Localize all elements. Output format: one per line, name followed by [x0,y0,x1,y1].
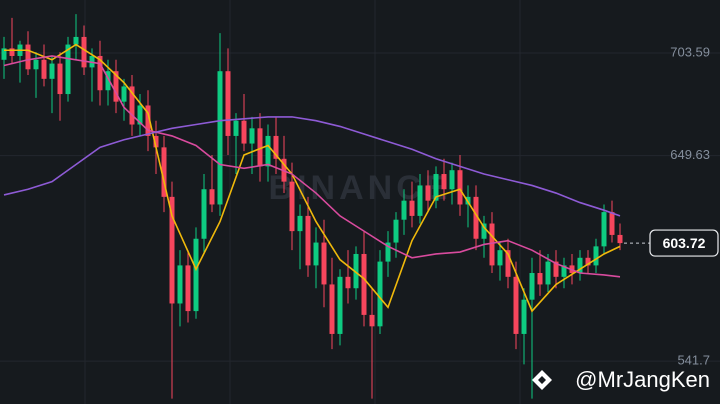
candle-body [377,261,383,327]
y-tick-label: 703.59 [670,44,710,59]
credit-logo [532,370,552,390]
candle-body [457,170,463,205]
candle-body [217,71,223,205]
candle-body [441,174,447,190]
candle-body [329,284,335,334]
candle-body [121,86,127,102]
candle-body [113,71,119,102]
candle-body [433,174,439,201]
candle-body [449,170,455,190]
candle-body [105,71,111,91]
candle-body [265,135,271,167]
candle-body [409,200,415,216]
candle-body [73,36,79,45]
candle-body [25,44,31,70]
candle-body [337,276,343,334]
candle-body [305,215,311,266]
candle-body [297,215,303,232]
candle-body [129,86,135,125]
candle-body [545,261,551,285]
candle-body [385,242,391,262]
candle-body [289,181,295,232]
candle-body [321,242,327,285]
candle-body [537,273,543,285]
candle-body [241,120,247,144]
y-axis: 703.59 649.63 541.7 603.72 [624,44,719,368]
candle-body [593,246,599,266]
candle-body [513,276,519,334]
y-tick-label: 541.7 [677,353,710,368]
candle-body [561,265,567,277]
candle-body [145,105,151,136]
candle-body [553,261,559,277]
candle-body [65,44,71,95]
candle-body [505,250,511,277]
candle-body [529,273,535,300]
candle-body [97,55,103,91]
candle-body [161,147,167,197]
candle-body [489,223,495,266]
candle-body [601,212,607,247]
candle-body [81,36,87,68]
candle-body [473,196,479,239]
candle-body [521,299,527,334]
candle-body [193,238,199,312]
candle-body [417,185,423,216]
candle-body [369,314,375,327]
candle-body [617,234,623,244]
candle-body [137,105,143,125]
ma-line [3,55,621,278]
logo [532,370,552,390]
candle-body [353,253,359,289]
credit: @MrJangKen [575,367,710,392]
ma-line [3,116,621,217]
candle-body [201,189,207,239]
candle-body [185,265,191,312]
candle-body [257,128,263,167]
watermark: BINANCE [269,169,452,207]
last-price-box [649,229,719,257]
candle-body [33,59,39,70]
last-price-label: 603.72 [663,235,706,251]
candle-body [273,135,279,159]
ma-lines [3,43,621,313]
candle-body [9,48,15,56]
candle-body [225,71,231,136]
candle-body [57,63,63,95]
candle-body [249,128,255,144]
candle-body [177,265,183,304]
candle-body [1,48,7,60]
candle-body [153,135,159,148]
candle-body [169,196,175,304]
candle-body [41,59,47,79]
grid [0,52,720,362]
candle-body [393,219,399,243]
candle-body [345,276,351,289]
ma-line [4,43,621,313]
candle-body [577,257,583,274]
candle-body [49,63,55,79]
candle-body [497,250,503,266]
candle-body [481,223,487,239]
candle-body [361,253,367,315]
candle-body [425,185,431,201]
candle-body [209,189,215,205]
candle-body [585,257,591,266]
candle-body [233,120,239,136]
candle-body [401,200,407,220]
candle-body [313,242,319,266]
y-tick-label: 649.63 [670,147,710,162]
candle-body [609,212,615,235]
